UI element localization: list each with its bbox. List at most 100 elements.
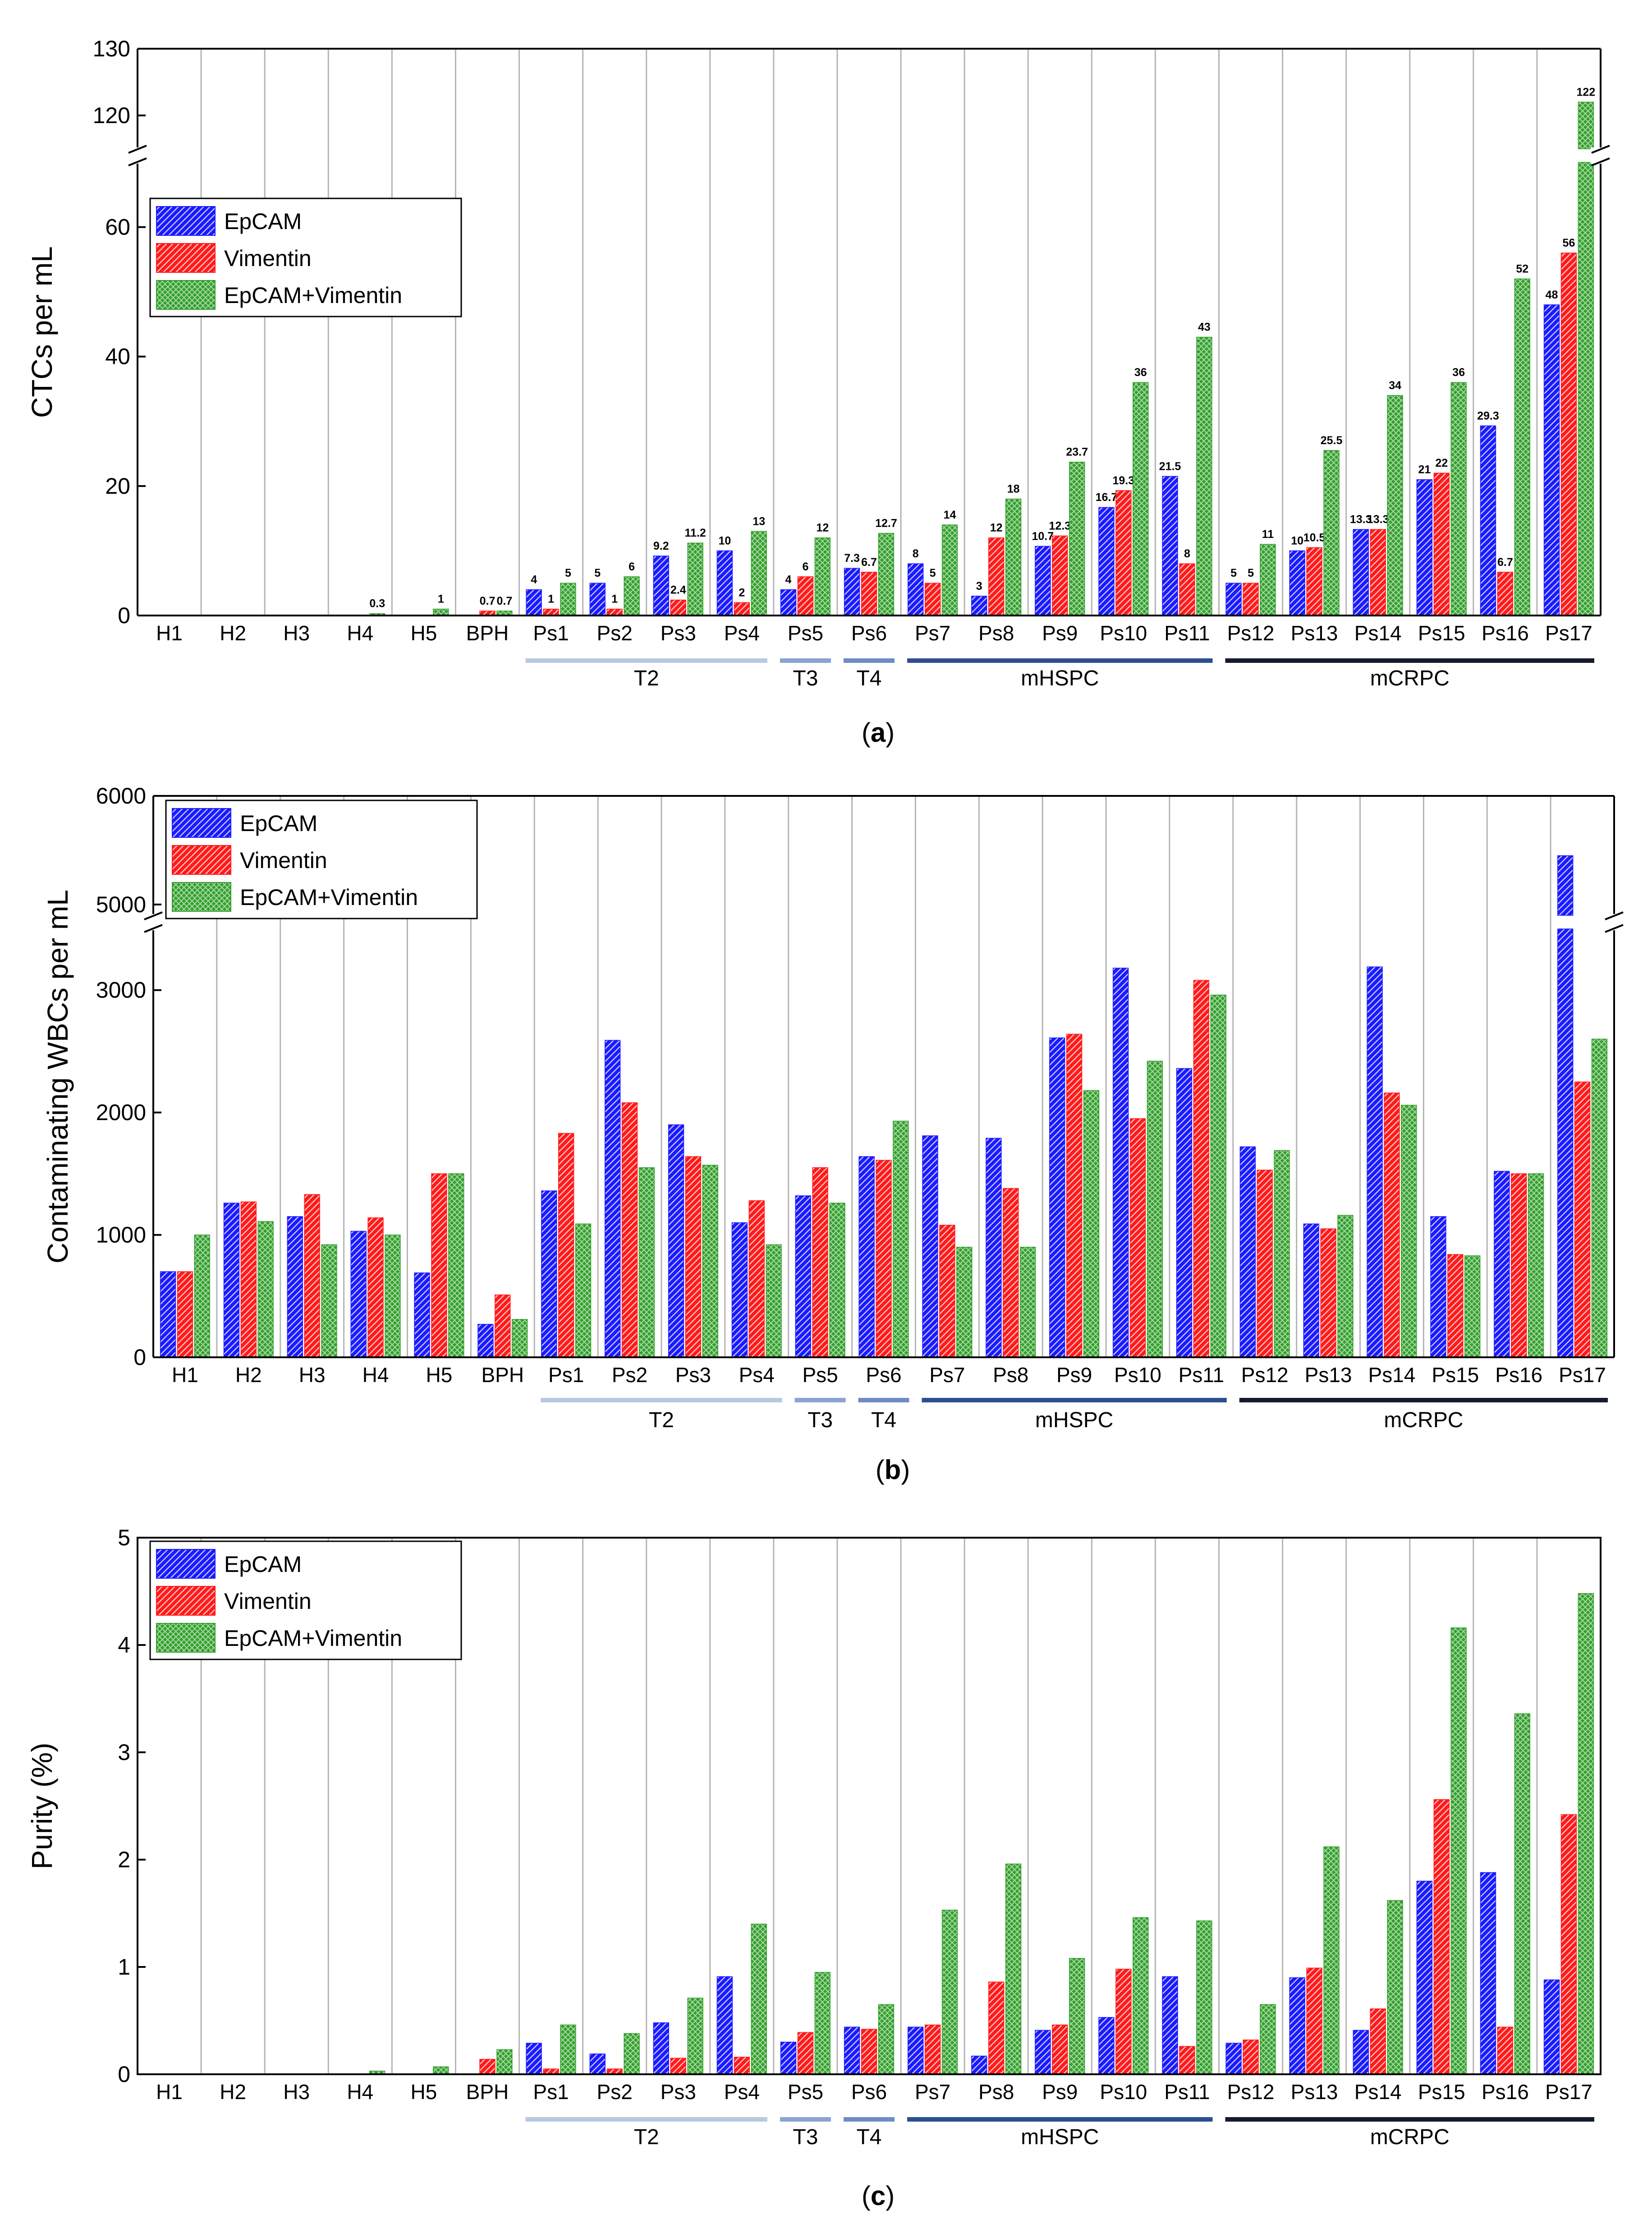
bar-epcam-ps16 (1480, 425, 1496, 616)
category-label-ps14: Ps14 (1354, 621, 1402, 645)
bar-combo-ps1 (560, 2024, 576, 2075)
bar-vimentin-ps5 (797, 2032, 814, 2075)
bar-vimentin-h2 (240, 1201, 257, 1358)
category-label-ps1: Ps1 (533, 621, 569, 645)
bar-vimentin-ps4 (734, 2057, 750, 2075)
bar-combo-ps12 (1260, 544, 1276, 616)
data-label: 14 (944, 509, 956, 521)
bar-vimentin-ps11 (1179, 563, 1195, 616)
panel-label: (a) (862, 717, 895, 748)
bar-vimentin-ps16 (1511, 1173, 1527, 1358)
panel-label: (b) (876, 1455, 910, 1485)
group-label-t4: T4 (856, 666, 881, 690)
bar-combo-ps16 (1514, 1713, 1530, 2075)
bar-epcam-ps1 (541, 1190, 557, 1358)
data-label: 6.7 (861, 556, 877, 569)
bar-vimentin-ps12 (1257, 1169, 1273, 1358)
data-label: 21 (1418, 464, 1431, 476)
bar-combo-ps17 (1578, 101, 1594, 149)
bar-combo-ps6 (893, 1121, 909, 1358)
bar-epcam-ps2 (605, 1040, 621, 1358)
category-label-ps7: Ps7 (915, 2080, 950, 2104)
bar-vimentin-ps8 (988, 1981, 1005, 2075)
group-label-t2: T2 (634, 2125, 659, 2149)
bar-combo-ps10 (1133, 382, 1149, 616)
y-tick-label: 60 (105, 215, 130, 240)
category-label-ps16: Ps16 (1482, 621, 1529, 645)
bar-vimentin-ps16 (1497, 572, 1514, 616)
category-label-ps8: Ps8 (978, 621, 1014, 645)
bar-combo-ps14 (1387, 395, 1403, 616)
category-label-ps9: Ps9 (1042, 2080, 1078, 2104)
bar-epcam-ps3 (653, 556, 669, 616)
bar-epcam-h3 (287, 1216, 303, 1358)
category-label-ps17: Ps17 (1559, 1363, 1606, 1387)
bar-vimentin-ps4 (748, 1200, 765, 1358)
bar-combo-ps6 (878, 533, 895, 616)
bar-vimentin-ps14 (1384, 1092, 1400, 1358)
data-label: 5 (1230, 567, 1237, 579)
group-label-mhspc: mHSPC (1021, 2125, 1099, 2149)
bar-combo-h5 (433, 2066, 449, 2075)
legend-label-epcam: EpCAM (240, 811, 317, 836)
bar-combo-h5 (448, 1173, 464, 1358)
bar-combo-bph (496, 2049, 513, 2075)
bar-combo-ps15 (1450, 1627, 1467, 2075)
y-tick-label: 5000 (96, 892, 146, 917)
data-label: 8 (1184, 547, 1190, 560)
data-label: 10.7 (1032, 530, 1054, 542)
bar-combo-ps9 (1083, 1090, 1100, 1358)
group-label-t3: T3 (793, 666, 818, 690)
y-tick-label: 2000 (96, 1100, 146, 1125)
bar-epcam-ps2 (589, 2054, 606, 2075)
bar-combo-ps15 (1450, 382, 1467, 616)
bar-epcam-ps15 (1416, 1880, 1433, 2075)
bar-combo-bph (511, 1319, 528, 1358)
bar-combo-ps10 (1133, 1917, 1149, 2075)
data-label: 21.5 (1159, 460, 1181, 473)
bar-epcam-ps3 (653, 2022, 669, 2075)
y-tick-label: 0 (118, 603, 130, 628)
legend-swatch-vimentin (156, 243, 216, 273)
bar-epcam-ps17 (1557, 855, 1574, 916)
category-label-ps3: Ps3 (661, 621, 696, 645)
category-label-ps5: Ps5 (788, 2080, 823, 2104)
bar-epcam-ps3 (668, 1124, 684, 1358)
bar-vimentin-h1 (177, 1271, 193, 1358)
category-label-h3: H3 (283, 621, 310, 645)
bar-vimentin-h4 (367, 1217, 384, 1358)
data-label: 12 (816, 522, 829, 534)
category-label-bph: BPH (466, 2080, 509, 2104)
category-label-ps6: Ps6 (851, 621, 887, 645)
bar-vimentin-ps12 (1243, 2040, 1259, 2075)
category-label-ps14: Ps14 (1368, 1363, 1416, 1387)
bar-vimentin-ps10 (1115, 1969, 1132, 2075)
data-label: 5 (1248, 567, 1254, 579)
bar-vimentin-ps3 (670, 2058, 686, 2075)
y-tick-label: 0 (133, 1345, 146, 1370)
bar-epcam-ps13 (1289, 1977, 1305, 2075)
bar-combo-ps8 (1005, 498, 1022, 616)
data-label: 6 (802, 561, 808, 573)
bar-combo-ps10 (1147, 1061, 1163, 1358)
category-label-ps6: Ps6 (866, 1363, 901, 1387)
bar-epcam-ps8 (971, 2055, 987, 2075)
bar-vimentin-ps13 (1306, 1967, 1322, 2075)
bar-vimentin-ps14 (1370, 2008, 1386, 2075)
bar-combo-h1 (194, 1234, 210, 1358)
bar-epcam-ps15 (1430, 1216, 1446, 1358)
category-label-ps10: Ps10 (1100, 621, 1147, 645)
category-label-ps17: Ps17 (1545, 621, 1592, 645)
category-label-ps4: Ps4 (739, 1363, 775, 1387)
category-label-ps7: Ps7 (929, 1363, 965, 1387)
category-label-ps2: Ps2 (597, 2080, 633, 2104)
group-label-mcrpc: mCRPC (1384, 1408, 1463, 1432)
bar-combo-ps4 (766, 1244, 782, 1358)
category-label-ps12: Ps12 (1227, 2080, 1275, 2104)
bar-combo-ps1 (575, 1223, 592, 1358)
category-label-ps6: Ps6 (851, 2080, 887, 2104)
bar-vimentin-ps6 (861, 2029, 877, 2075)
legend-swatch-epcam (156, 1549, 216, 1579)
category-label-ps15: Ps15 (1418, 621, 1465, 645)
bar-combo-ps11 (1210, 994, 1226, 1358)
